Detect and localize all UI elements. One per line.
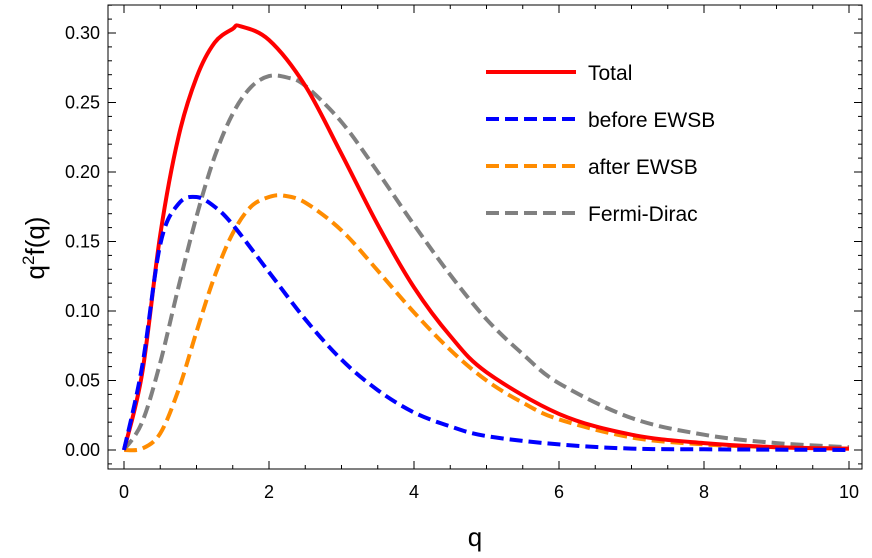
legend-label: before EWSB [588,109,715,132]
y-tick-label: 0.10 [65,301,100,321]
legend: Total before EWSB after EWSB Fermi-Dirac [486,62,715,226]
legend-label: after EWSB [588,156,698,179]
series-line-total [122,23,850,451]
series-line-fermi-dirac [122,73,850,452]
y-tick-label: 0.05 [65,371,100,391]
x-tick-label: 8 [699,482,709,502]
x-axis-title: q [468,522,482,552]
plot-frame [107,4,863,470]
x-tick-label: 2 [264,482,274,502]
x-tick-label: 10 [839,482,859,502]
x-tick-label: 6 [554,482,564,502]
legend-label: Fermi-Dirac [588,203,698,226]
y-axis-title: q2f(q) [19,217,50,280]
y-tick-label: 0.00 [65,440,100,460]
y-tick-label: 0.25 [65,93,100,113]
y-tick-label: 0.15 [65,232,100,252]
x-tick-label: 0 [119,482,129,502]
y-tick-label: 0.20 [65,162,100,182]
x-tick-label: 4 [409,482,419,502]
y-tick-label: 0.30 [65,23,100,43]
series-line-before-ewsb [122,194,850,452]
series-line-after-ewsb [123,193,850,453]
legend-label: Total [588,62,632,85]
